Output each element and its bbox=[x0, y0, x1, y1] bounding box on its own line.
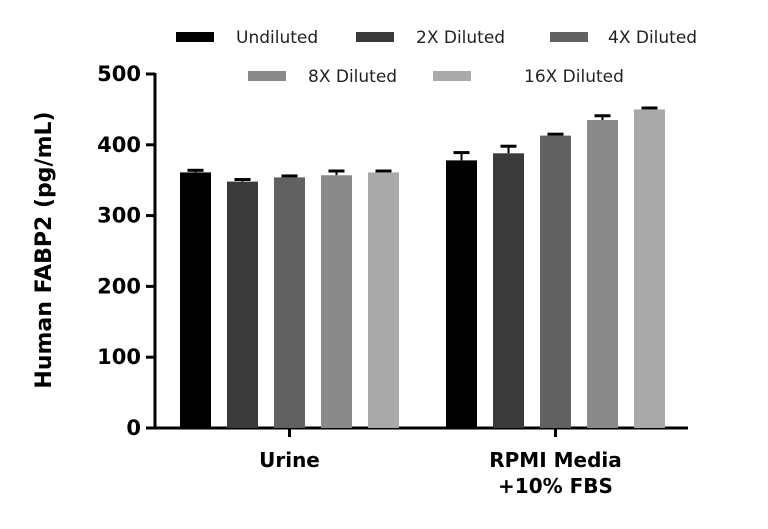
bar bbox=[274, 177, 305, 428]
bar bbox=[587, 120, 618, 429]
y-tick-label: 400 bbox=[97, 133, 141, 157]
bar bbox=[446, 160, 477, 428]
y-axis-label: Human FABP2 (pg/mL) bbox=[32, 111, 57, 388]
bar bbox=[321, 175, 352, 428]
bar bbox=[180, 172, 211, 428]
legend-swatch bbox=[248, 71, 286, 81]
bar bbox=[227, 181, 258, 428]
bar bbox=[493, 153, 524, 428]
x-category-label: +10% FBS bbox=[498, 474, 613, 498]
legend-swatch bbox=[550, 32, 588, 42]
x-axis: Urine RPMI Media+10% FBS bbox=[154, 426, 688, 498]
bars bbox=[180, 106, 665, 429]
legend-label: 4X Diluted bbox=[608, 28, 697, 48]
x-category-label: RPMI Media bbox=[489, 448, 622, 472]
legend-label: 16X Diluted bbox=[524, 67, 624, 87]
bar bbox=[368, 172, 399, 428]
legend-swatch bbox=[176, 32, 214, 42]
y-axis: 0 100 200 300 400 500 bbox=[97, 62, 157, 440]
y-tick-label: 0 bbox=[126, 416, 141, 440]
legend-swatch bbox=[433, 71, 471, 81]
y-tick-label: 100 bbox=[97, 345, 141, 369]
bar bbox=[540, 135, 571, 428]
y-tick-label: 500 bbox=[97, 62, 141, 86]
y-tick-label: 300 bbox=[97, 204, 141, 228]
legend: Undiluted 2X Diluted 4X Diluted 8X Diluted 1… bbox=[176, 28, 697, 87]
bar bbox=[634, 109, 665, 429]
legend-swatch bbox=[356, 32, 394, 42]
x-category-label: Urine bbox=[259, 448, 320, 472]
legend-label: Undiluted bbox=[236, 28, 318, 48]
y-tick-label: 200 bbox=[97, 274, 141, 298]
legend-label: 8X Diluted bbox=[308, 67, 397, 87]
legend-label: 2X Diluted bbox=[416, 28, 505, 48]
